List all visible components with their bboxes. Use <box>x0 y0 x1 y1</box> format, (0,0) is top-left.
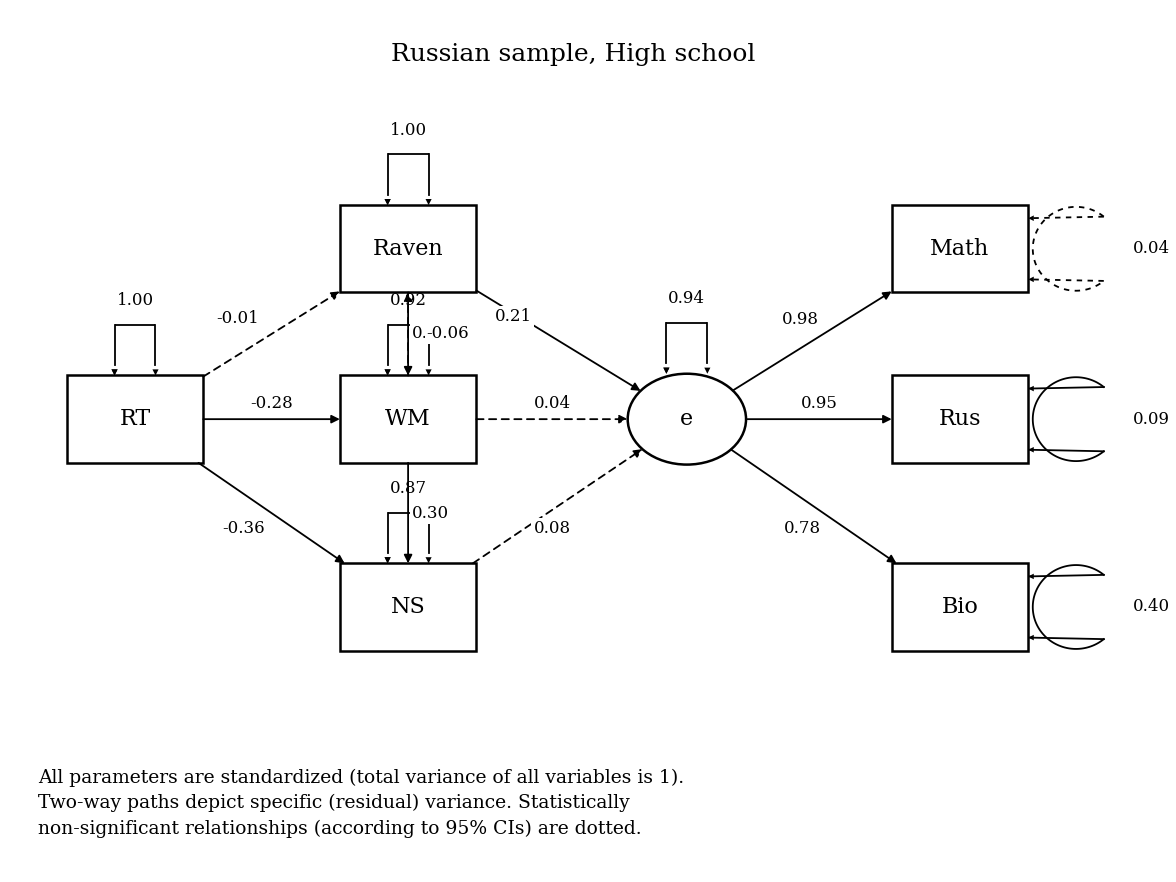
Text: 0.78: 0.78 <box>783 519 821 537</box>
Text: 0.98: 0.98 <box>782 310 820 327</box>
FancyBboxPatch shape <box>67 376 203 463</box>
Text: 0.87: 0.87 <box>389 480 427 497</box>
FancyBboxPatch shape <box>891 206 1028 293</box>
Text: Raven: Raven <box>373 238 443 260</box>
Text: 0.94: 0.94 <box>668 290 706 307</box>
FancyBboxPatch shape <box>891 376 1028 463</box>
FancyBboxPatch shape <box>340 206 476 293</box>
Text: 0.04: 0.04 <box>534 395 570 412</box>
Text: 1.00: 1.00 <box>116 292 154 309</box>
FancyBboxPatch shape <box>340 564 476 651</box>
Text: Russian sample, High school: Russian sample, High school <box>390 43 755 66</box>
Text: Rus: Rus <box>938 408 981 430</box>
Text: -0.28: -0.28 <box>250 395 293 412</box>
Text: RT: RT <box>120 408 151 430</box>
Text: All parameters are standardized (total variance of all variables is 1).
Two-way : All parameters are standardized (total v… <box>39 768 684 838</box>
Text: 0.30: 0.30 <box>413 505 449 521</box>
Text: 0.09: 0.09 <box>1132 411 1170 428</box>
Text: -0.01: -0.01 <box>216 310 259 326</box>
Text: NS: NS <box>390 596 426 618</box>
FancyBboxPatch shape <box>340 376 476 463</box>
Text: -0.06: -0.06 <box>427 325 469 342</box>
Text: 0.04: 0.04 <box>1132 240 1170 258</box>
Text: Math: Math <box>930 238 989 260</box>
Text: -0.36: -0.36 <box>222 520 265 537</box>
Text: e: e <box>680 408 694 430</box>
Text: 0.08: 0.08 <box>534 519 570 536</box>
Text: 0.95: 0.95 <box>801 395 837 412</box>
Text: 0.40: 0.40 <box>1132 599 1170 616</box>
Text: WM: WM <box>386 408 430 430</box>
Text: 0.92: 0.92 <box>389 292 427 309</box>
Text: Bio: Bio <box>942 596 978 618</box>
Text: 0.28: 0.28 <box>413 325 449 342</box>
Text: 1.00: 1.00 <box>389 122 427 138</box>
Text: 0.21: 0.21 <box>494 308 532 325</box>
FancyBboxPatch shape <box>891 564 1028 651</box>
Circle shape <box>628 374 746 465</box>
